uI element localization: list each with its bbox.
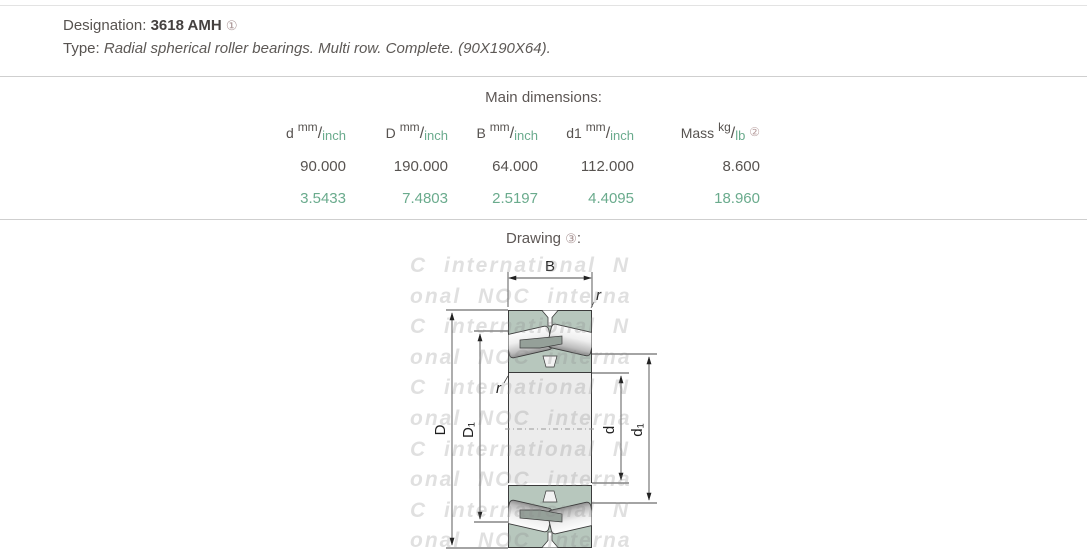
type-line: Type: Radial spherical roller bearings. … — [63, 37, 551, 60]
label-d1: d₁ — [629, 423, 646, 436]
column-D: D mm/inch 190.000 7.4803 — [346, 120, 448, 212]
cage — [519, 335, 563, 349]
column-header-mass: Mass kg/lb ② — [680, 120, 760, 143]
value-d-mm: 90.000 — [300, 158, 346, 175]
divider-top — [0, 5, 1087, 6]
drawing-note-icon[interactable]: ③ — [565, 231, 577, 246]
dimensions-table: d mm/inch 90.000 3.5433 D mm/inch 190.00… — [246, 120, 760, 212]
bearing-bottom-section — [505, 486, 595, 548]
column-d: d mm/inch 90.000 3.5433 — [246, 120, 346, 212]
label-B: B — [545, 258, 555, 275]
bearing-cross-section-svg: B D D₁ d — [432, 258, 657, 549]
value-d1-inch: 4.4095 — [588, 190, 634, 207]
dim-d1 — [592, 353, 657, 504]
value-D-mm: 190.000 — [393, 158, 448, 175]
ring-split-notch — [541, 310, 559, 327]
label-d: d — [601, 426, 618, 434]
cage-pocket — [542, 355, 558, 368]
bearing-top-section — [508, 310, 592, 373]
column-header-B: B mm/inch — [476, 120, 538, 143]
dim-d — [592, 372, 629, 484]
header-block: Designation: 3618 AMH ① Type: Radial sph… — [63, 14, 551, 60]
label-r-top: r — [596, 287, 602, 304]
dim-D1 — [474, 330, 508, 523]
mass-note-icon[interactable]: ② — [749, 125, 760, 139]
bore-area — [505, 373, 595, 483]
column-header-D: D mm/inch — [385, 120, 448, 143]
value-B-mm: 64.000 — [492, 158, 538, 175]
type-value: Radial spherical roller bearings. Multi … — [103, 40, 551, 57]
value-d1-mm: 112.000 — [580, 158, 634, 175]
divider-after-table — [0, 219, 1087, 220]
column-header-d1: d1 mm/inch — [566, 120, 634, 143]
right-roller — [547, 323, 592, 357]
column-d1: d1 mm/inch 112.000 4.4095 — [538, 120, 634, 212]
designation-line: Designation: 3618 AMH ① — [63, 14, 551, 37]
main-dimensions-title: Main dimensions: — [485, 89, 602, 106]
designation-label: Designation: — [63, 17, 147, 34]
column-B: B mm/inch 64.000 2.5197 — [448, 120, 538, 212]
dim-B — [507, 272, 593, 307]
value-D-inch: 7.4803 — [402, 190, 448, 207]
value-mass-kg: 8.600 — [722, 158, 760, 175]
designation-note-icon[interactable]: ① — [225, 18, 238, 33]
dim-D — [446, 309, 508, 549]
value-d-inch: 3.5433 — [300, 190, 346, 207]
divider-after-header — [0, 76, 1087, 77]
label-r-left: r — [496, 380, 502, 397]
column-mass: Mass kg/lb ② 8.600 18.960 — [634, 120, 760, 212]
label-D1: D₁ — [460, 422, 477, 438]
designation-value: 3618 AMH — [150, 17, 222, 34]
bearing-drawing: B D D₁ d — [410, 250, 720, 560]
value-B-inch: 2.5197 — [492, 190, 538, 207]
drawing-title: Drawing ③: — [505, 230, 582, 247]
label-D: D — [432, 424, 449, 435]
value-mass-lb: 18.960 — [714, 190, 760, 207]
type-label: Type: — [63, 40, 100, 57]
column-header-d: d mm/inch — [286, 120, 346, 143]
